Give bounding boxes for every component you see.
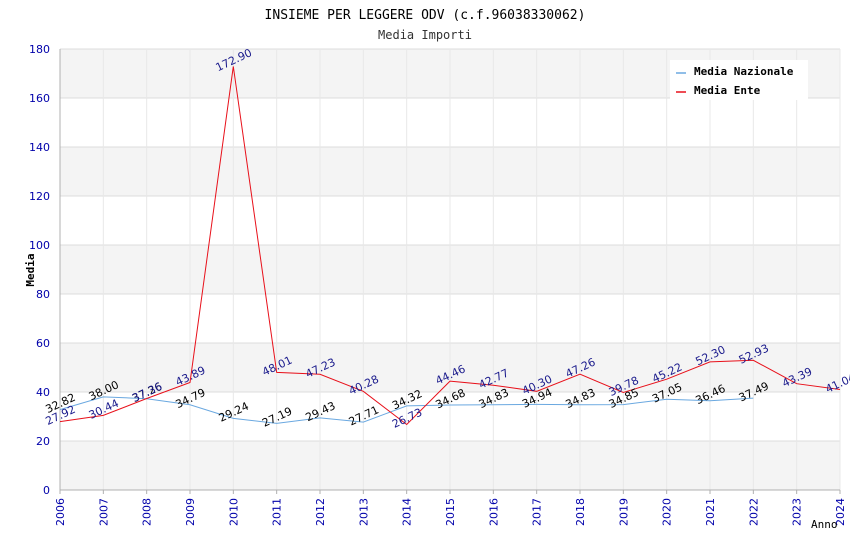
x-tick-label: 2015 (444, 498, 457, 526)
x-tick-label: 2019 (617, 498, 630, 526)
x-tick-label: 2012 (314, 498, 327, 526)
x-tick-label: 2008 (141, 498, 154, 526)
y-tick-label: 0 (43, 484, 50, 497)
x-tick-label: 2013 (357, 498, 370, 526)
y-tick-label: 80 (36, 288, 50, 301)
x-tick-label: 2023 (791, 498, 804, 526)
x-tick-label: 2006 (54, 498, 67, 526)
y-tick-label: 160 (29, 92, 50, 105)
series-line-media-ente (59, 66, 841, 426)
x-tick-label: 2010 (227, 498, 240, 526)
x-tick-label: 2018 (574, 498, 587, 526)
x-tick-label: 2021 (704, 498, 717, 526)
y-tick-labels: 0 20 40 60 80 100 120 140 160 180 (29, 43, 50, 497)
x-tick-label: 2014 (401, 498, 414, 526)
legend: Media Nazionale Media Ente (670, 60, 808, 100)
chart-title: INSIEME PER LEGGERE ODV (c.f.96038330062… (265, 8, 586, 23)
x-tick-label: 2007 (97, 498, 110, 526)
series-line-media-nazionale (59, 396, 754, 424)
x-tick-label: 2020 (661, 498, 674, 526)
y-tick-label: 40 (36, 386, 50, 399)
y-tick-label: 20 (36, 435, 50, 448)
y-tick-label: 180 (29, 43, 50, 56)
y-tick-label: 120 (29, 190, 50, 203)
x-tick-label: 2011 (271, 498, 284, 526)
y-tick-label: 100 (29, 239, 50, 252)
x-tick-label: 2024 (834, 498, 847, 526)
series-lines (59, 66, 841, 426)
y-tick-label: 140 (29, 141, 50, 154)
chart-subtitle: Media Importi (378, 28, 472, 42)
y-axis-title: Media (24, 253, 37, 286)
x-tick-labels: 2006 2007 2008 2009 2010 2011 2012 2013 2014 2015… (54, 498, 847, 526)
x-tick-label: 2009 (184, 498, 197, 526)
x-tick-label: 2017 (531, 498, 544, 526)
x-axis-title: Anno (811, 518, 838, 531)
y-tick-label: 60 (36, 337, 50, 350)
legend-label-nazionale: Media Nazionale (694, 65, 794, 78)
legend-box (670, 60, 808, 100)
legend-label-ente: Media Ente (694, 84, 761, 97)
x-tick-label: 2016 (487, 498, 500, 526)
x-tick-label: 2022 (747, 498, 760, 526)
